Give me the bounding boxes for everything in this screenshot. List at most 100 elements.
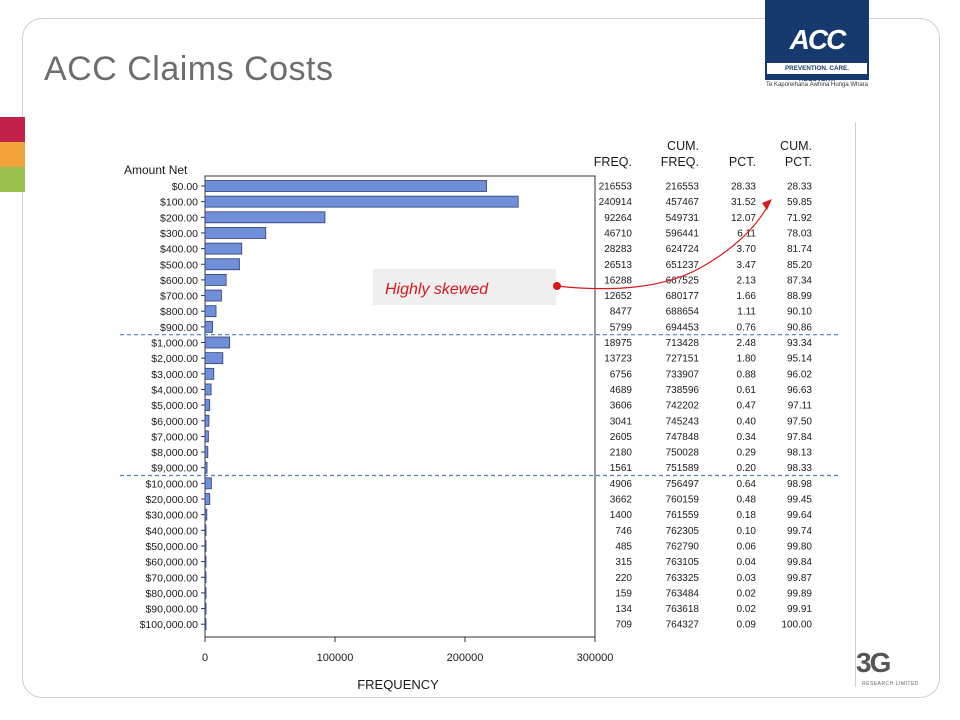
table-header: FREQ.: [594, 155, 632, 169]
category-label: $800.00: [160, 306, 198, 318]
table-cell: 16288: [604, 275, 632, 286]
research-logo: 3G RESEARCH LIMITED: [852, 645, 940, 697]
bar: [204, 242, 243, 255]
table-cell: 13723: [604, 354, 632, 365]
table-cell: 97.11: [788, 401, 813, 412]
bar: [204, 555, 207, 568]
category-label: $70,000.00: [145, 572, 198, 584]
table-cell: 90.10: [787, 307, 812, 318]
table-cell: 97.84: [787, 432, 812, 443]
table-cell: 2180: [610, 448, 633, 459]
table-cell: 0.10: [737, 526, 757, 537]
table-cell: 763105: [666, 557, 700, 568]
table-cell: 745243: [666, 416, 700, 427]
annotation-arrow: [555, 201, 771, 290]
acc-logo-tagline: PREVENTION. CARE. RECOVERY.: [767, 63, 867, 83]
table-cell: 709: [615, 620, 632, 631]
table-cell: 3662: [610, 495, 633, 506]
table-cell: 87.34: [787, 275, 812, 286]
table-cell: 78.03: [787, 228, 812, 239]
accent-strip-green: [0, 167, 25, 192]
bar: [204, 618, 207, 631]
table-cell: 727151: [666, 354, 700, 365]
category-label: $10,000.00: [145, 478, 198, 490]
category-label: $0.00: [172, 181, 198, 193]
table-cell: 2605: [610, 432, 633, 443]
table-cell: 134: [615, 604, 632, 615]
table-cell: 738596: [666, 385, 700, 396]
x-axis-label: FREQUENCY: [357, 677, 439, 692]
category-label: $200.00: [160, 212, 198, 224]
table-header: FREQ.: [661, 155, 699, 169]
table-cell: 0.61: [737, 385, 757, 396]
table-cell: 6756: [610, 369, 633, 380]
table-cell: 4689: [610, 385, 633, 396]
category-label: $60,000.00: [145, 557, 198, 569]
research-logo-sub: RESEARCH LIMITED: [862, 681, 919, 687]
table-cell: 3041: [610, 416, 633, 427]
bar: [204, 493, 211, 505]
table-cell: 28.33: [787, 182, 812, 193]
table-cell: 0.09: [737, 620, 757, 631]
table-cell: 100.00: [781, 620, 812, 631]
category-label: $9,000.00: [151, 463, 198, 475]
table-cell: 95.14: [787, 354, 812, 365]
bar: [204, 540, 207, 552]
table-cell: 624724: [666, 244, 700, 255]
table-cell: 751589: [666, 463, 700, 474]
table-cell: 680177: [666, 291, 700, 302]
table-cell: 0.40: [737, 416, 757, 427]
table-cell: 733907: [666, 369, 700, 380]
table-cell: 98.98: [787, 479, 812, 490]
category-label: $400.00: [160, 244, 198, 256]
table-cell: 97.50: [787, 416, 812, 427]
table-cell: 96.02: [787, 369, 812, 380]
table-cell: 763618: [666, 604, 700, 615]
table-cell: 764327: [666, 620, 700, 631]
table-cell: 216553: [666, 182, 700, 193]
bar: [204, 430, 209, 443]
annotation-dot: [553, 282, 561, 290]
category-label: $2,000.00: [151, 353, 198, 365]
table-cell: 667525: [666, 275, 700, 286]
bar: [204, 477, 212, 490]
table-cell: 46710: [604, 228, 632, 239]
category-label: $500.00: [160, 259, 198, 271]
table-cell: 457467: [666, 197, 700, 208]
table-cell: 315: [615, 557, 632, 568]
accent-strip-orange: [0, 142, 25, 167]
bar: [204, 195, 519, 208]
category-label: $4,000.00: [151, 384, 198, 396]
category-label: $6,000.00: [151, 416, 198, 428]
category-label: $100,000.00: [140, 619, 199, 631]
table-cell: 3.47: [737, 260, 757, 271]
category-label: $5,000.00: [151, 400, 198, 412]
table-cell: 81.74: [787, 244, 812, 255]
table-cell: 688654: [666, 307, 700, 318]
table-cell: 159: [615, 588, 632, 599]
bar: [204, 352, 224, 365]
table-cell: 1.66: [737, 291, 757, 302]
category-label: $900.00: [160, 322, 198, 334]
table-cell: 3.70: [737, 244, 757, 255]
table-cell: 93.34: [787, 338, 812, 349]
bar: [204, 508, 208, 521]
table-cell: 0.06: [737, 541, 757, 552]
table-header: PCT.: [785, 155, 812, 169]
bar: [204, 446, 209, 458]
table-cell: 98.13: [787, 448, 812, 459]
table-cell: 596441: [666, 228, 700, 239]
accent-strip-red: [0, 117, 25, 142]
table-cell: 0.47: [737, 401, 757, 412]
table-cell: 0.34: [737, 432, 757, 443]
annotation-arrowhead: [762, 199, 772, 210]
table-cell: 0.18: [737, 510, 757, 521]
table-cell: 99.87: [787, 573, 812, 584]
bar: [204, 320, 213, 333]
bar: [204, 258, 240, 271]
table-cell: 28283: [604, 244, 632, 255]
table-cell: 1.11: [737, 307, 756, 318]
bar: [204, 602, 207, 615]
category-label: $30,000.00: [145, 510, 198, 522]
